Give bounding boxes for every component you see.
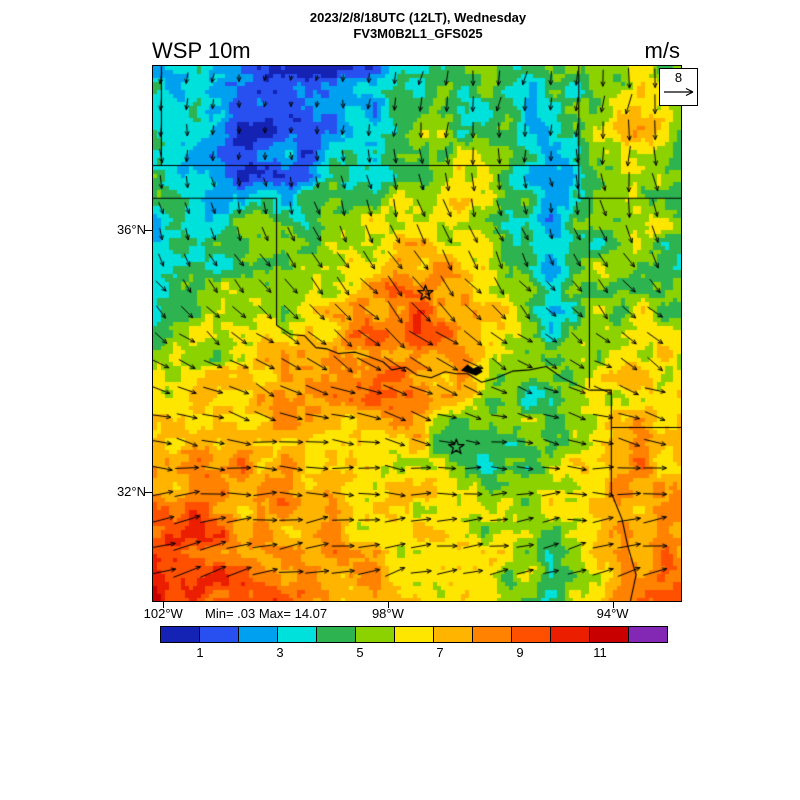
lat-tick-label: 36°N [116,222,146,238]
reference-vector-box: 8 [659,68,698,106]
colorbar-segment [628,626,668,643]
plot-title-model: FV3M0B2L1_GFS025 [353,26,483,41]
colorbar-segment [160,626,200,643]
colorbar-segment [238,626,278,643]
colorbar-segment [199,626,239,643]
lon-tick-label: 94°W [596,606,629,621]
colorbar-segment [511,626,551,643]
colorbar-segment [589,626,629,643]
colorbar-segment [550,626,590,643]
lat-tick-mark [145,230,152,232]
lat-tick-mark [145,491,152,493]
plot-title-datetime: 2023/2/8/18UTC (12LT), Wednesday [309,10,527,25]
lon-tick-label: 102°W [143,606,183,621]
colorbar-segment [394,626,434,643]
colorbar-tick-label: 5 [356,645,364,660]
lon-tick-mark [387,602,389,608]
wind-speed-map-canvas [153,66,681,601]
lon-tick-label: 98°W [371,606,404,621]
colorbar-segment [472,626,512,643]
lon-tick-mark [163,602,165,608]
reference-vector-value: 8 [674,70,683,85]
minmax-stats: Min= .03 Max= 14.07 [205,606,328,621]
field-label: WSP 10m [152,38,251,63]
colorbar-tick-label: 1 [196,645,204,660]
colorbar-tick-labels: 1 3 5 7 9 11 [160,645,680,661]
colorbar-segment [277,626,317,643]
colorbar-segment [433,626,473,643]
reference-vector-arrow-icon [663,87,693,97]
plot-frame [152,65,682,602]
colorbar-tick-label: 3 [276,645,284,660]
colorbar-segment [316,626,356,643]
colorbar-segment [355,626,395,643]
colorbar-tick-label: 7 [436,645,444,660]
lon-tick-mark [612,602,614,608]
colorbar [160,626,680,643]
colorbar-tick-label: 11 [593,645,607,660]
colorbar-tick-label: 9 [516,645,524,660]
units-label: m/s [644,38,680,63]
lat-tick-label: 32°N [116,483,146,499]
